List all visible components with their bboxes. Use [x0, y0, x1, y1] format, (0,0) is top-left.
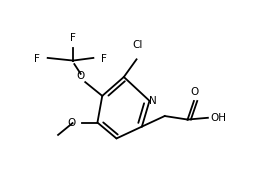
Text: O: O	[191, 87, 199, 98]
Text: OH: OH	[210, 113, 226, 123]
Text: O: O	[77, 71, 85, 81]
Text: F: F	[34, 54, 40, 64]
Text: N: N	[149, 96, 157, 106]
Text: F: F	[101, 54, 107, 64]
Text: Cl: Cl	[133, 41, 143, 51]
Text: F: F	[70, 33, 76, 43]
Text: O: O	[68, 117, 76, 128]
